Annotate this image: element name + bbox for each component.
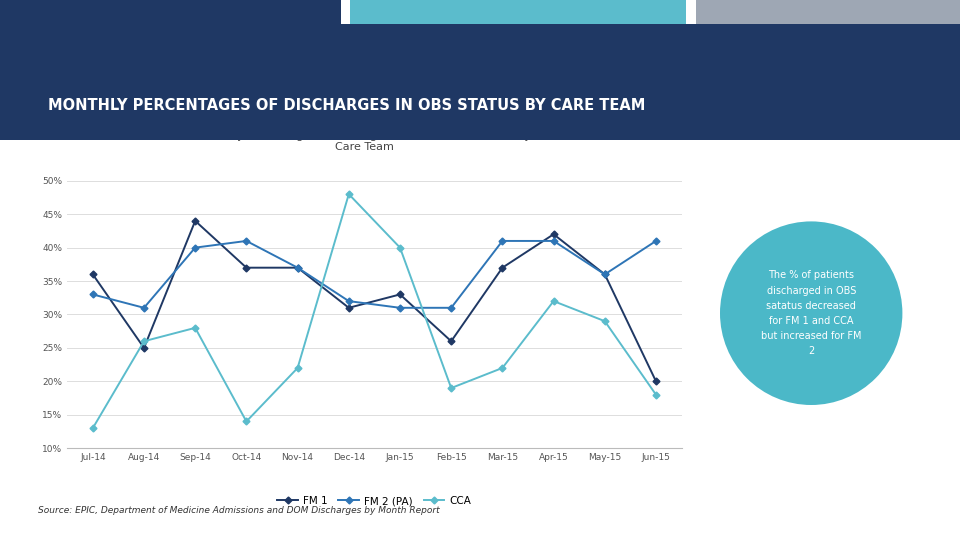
FM 2 (PA) (496, 238, 508, 244)
FM 1 (496, 265, 508, 271)
FM 2 (PA) (445, 305, 457, 311)
Text: but increased for FM: but increased for FM (761, 331, 861, 341)
FM 1 (138, 345, 150, 351)
FM 2 (PA) (241, 238, 252, 244)
Line: CCA: CCA (90, 192, 659, 430)
Text: for FM 1 and CCA: for FM 1 and CCA (769, 316, 853, 326)
FM 1 (241, 265, 252, 271)
Text: The % of patients: The % of patients (768, 271, 854, 280)
FM 1 (599, 271, 611, 278)
CCA (189, 325, 201, 331)
Text: MONTHLY PERCENTAGES OF DISCHARGES IN OBS STATUS BY CARE TEAM: MONTHLY PERCENTAGES OF DISCHARGES IN OBS… (48, 98, 645, 113)
FM 2 (PA) (395, 305, 406, 311)
FM 1 (343, 305, 354, 311)
FM 1 (445, 338, 457, 345)
CCA (241, 418, 252, 424)
CCA (395, 245, 406, 251)
CCA (87, 425, 99, 431)
Text: discharged in OBS: discharged in OBS (766, 286, 856, 295)
FM 2 (PA) (650, 238, 661, 244)
Text: Care Team: Care Team (335, 142, 395, 152)
FM 2 (PA) (189, 245, 201, 251)
Text: Monthly Percentage of Discharges in Observation Status by: Monthly Percentage of Discharges in Obse… (199, 131, 531, 141)
FM 2 (PA) (599, 271, 611, 278)
CCA (343, 191, 354, 198)
CCA (292, 364, 303, 371)
FM 1 (292, 265, 303, 271)
CCA (650, 392, 661, 398)
FM 1 (395, 291, 406, 298)
CCA (138, 338, 150, 345)
FM 1 (189, 218, 201, 224)
CCA (548, 298, 560, 305)
CCA (599, 318, 611, 325)
FM 1 (650, 378, 661, 384)
FM 1 (87, 271, 99, 278)
Text: 2: 2 (808, 346, 814, 356)
Line: FM 1: FM 1 (90, 219, 659, 384)
CCA (496, 364, 508, 371)
Text: Source: EPIC, Department of Medicine Admissions and DOM Discharges by Month Repo: Source: EPIC, Department of Medicine Adm… (38, 506, 440, 515)
FM 2 (PA) (343, 298, 354, 305)
Legend: FM 1, FM 2 (PA), CCA: FM 1, FM 2 (PA), CCA (274, 492, 475, 510)
CCA (445, 385, 457, 392)
Line: FM 2 (PA): FM 2 (PA) (90, 239, 659, 310)
FM 1 (548, 231, 560, 238)
FM 2 (PA) (87, 291, 99, 298)
Text: satatus decreased: satatus decreased (766, 301, 856, 310)
FM 2 (PA) (548, 238, 560, 244)
FM 2 (PA) (292, 265, 303, 271)
FM 2 (PA) (138, 305, 150, 311)
